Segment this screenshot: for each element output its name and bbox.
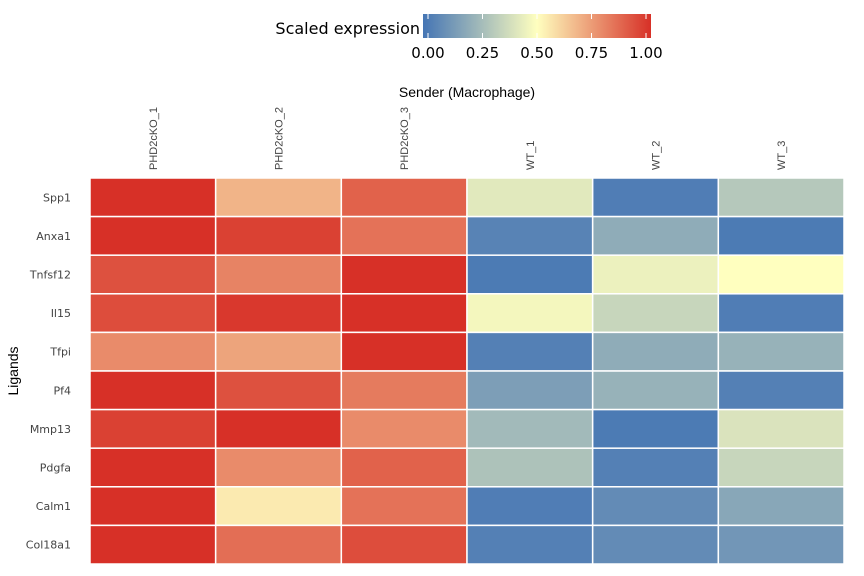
heatmap-cell-pdgfa-wt_1 xyxy=(466,447,594,488)
heatmap-cell-tnfsf12-wt_1 xyxy=(466,254,594,295)
legend-tick-label: 1.00 xyxy=(629,44,662,62)
heatmap-cell-anxa1-wt_2 xyxy=(591,215,720,256)
heatmap-cells xyxy=(89,177,845,565)
heatmap-cell-spp1-phd2cko_1 xyxy=(89,177,217,218)
row-label: Tfpi xyxy=(49,346,71,359)
heatmap-cell-spp1-wt_2 xyxy=(591,177,720,218)
heatmap-cell-mmp13-wt_2 xyxy=(591,408,720,449)
heatmap-cell-mmp13-wt_3 xyxy=(717,408,845,449)
heatmap-cell-pf4-wt_1 xyxy=(466,370,594,411)
y-axis-title: Ligands xyxy=(5,346,21,395)
heatmap-cell-pf4-phd2cko_1 xyxy=(89,370,217,411)
heatmap-cell-pf4-wt_2 xyxy=(591,370,720,411)
heatmap-cell-pdgfa-wt_2 xyxy=(591,447,720,488)
heatmap-cell-tnfsf12-phd2cko_3 xyxy=(340,254,468,295)
heatmap-cell-pdgfa-wt_3 xyxy=(717,447,845,488)
heatmap-cell-il15-wt_1 xyxy=(466,293,594,334)
heatmap-cell-calm1-phd2cko_1 xyxy=(89,486,217,527)
heatmap-cell-pf4-phd2cko_2 xyxy=(214,370,343,411)
heatmap-cell-col18a1-phd2cko_1 xyxy=(89,524,217,565)
heatmap-cell-tfpi-phd2cko_3 xyxy=(340,331,468,372)
heatmap-cell-calm1-wt_2 xyxy=(591,486,720,527)
heatmap-cell-mmp13-wt_1 xyxy=(466,408,594,449)
heatmap-cell-anxa1-wt_1 xyxy=(466,215,594,256)
heatmap-cell-pdgfa-phd2cko_3 xyxy=(340,447,468,488)
heatmap-cell-col18a1-wt_3 xyxy=(717,524,845,565)
heatmap-cell-pf4-phd2cko_3 xyxy=(340,370,468,411)
heatmap-cell-col18a1-phd2cko_2 xyxy=(214,524,343,565)
row-label: Il15 xyxy=(51,307,71,320)
heatmap-cell-pf4-wt_3 xyxy=(717,370,845,411)
column-label: PHD2cKO_2 xyxy=(274,107,286,170)
color-legend: Scaled expression 0.00 0.25 0.50 0.75 1.00 xyxy=(275,14,663,62)
legend-title: Scaled expression xyxy=(275,19,420,38)
x-axis-title: Sender (Macrophage) xyxy=(399,84,535,100)
column-label: WT_2 xyxy=(651,141,663,170)
heatmap-cell-calm1-phd2cko_2 xyxy=(214,486,343,527)
heatmap-cell-anxa1-phd2cko_3 xyxy=(340,215,468,256)
row-labels: Spp1 Anxa1 Tnfsf12 Il15 Tfpi Pf4 Mmp13 Pdgfa Cal… xyxy=(26,191,71,551)
column-label: PHD2cKO_1 xyxy=(148,107,160,170)
row-label: Tnfsf12 xyxy=(29,269,71,282)
heatmap-cell-tnfsf12-phd2cko_2 xyxy=(214,254,343,295)
row-label: Spp1 xyxy=(43,191,71,204)
heatmap-cell-spp1-wt_3 xyxy=(717,177,845,218)
heatmap-cell-spp1-phd2cko_3 xyxy=(340,177,468,218)
heatmap-cell-col18a1-wt_2 xyxy=(591,524,720,565)
heatmap-cell-anxa1-phd2cko_1 xyxy=(89,215,217,256)
heatmap-cell-tfpi-wt_3 xyxy=(717,331,845,372)
heatmap-cell-tfpi-phd2cko_2 xyxy=(214,331,343,372)
heatmap-cell-tnfsf12-wt_3 xyxy=(717,254,845,295)
heatmap-cell-col18a1-wt_1 xyxy=(466,524,594,565)
heatmap-cell-tfpi-wt_1 xyxy=(466,331,594,372)
heatmap-cell-calm1-wt_3 xyxy=(717,486,845,527)
heatmap-cell-col18a1-phd2cko_3 xyxy=(340,524,468,565)
heatmap-cell-mmp13-phd2cko_3 xyxy=(340,408,468,449)
heatmap-cell-pdgfa-phd2cko_1 xyxy=(89,447,217,488)
heatmap-cell-tfpi-phd2cko_1 xyxy=(89,331,217,372)
legend-tick-label: 0.25 xyxy=(466,44,499,62)
heatmap-cell-spp1-wt_1 xyxy=(466,177,594,218)
column-labels: PHD2cKO_1 PHD2cKO_2 PHD2cKO_3 WT_1 WT_2 WT_3 xyxy=(148,107,788,170)
column-label: PHD2cKO_3 xyxy=(399,107,411,170)
row-label: Pdgfa xyxy=(40,462,71,475)
heatmap-cell-anxa1-wt_3 xyxy=(717,215,845,256)
column-label: WT_1 xyxy=(525,141,537,170)
heatmap-cell-il15-wt_2 xyxy=(591,293,720,334)
heatmap-cell-spp1-phd2cko_2 xyxy=(214,177,343,218)
heatmap-cell-tfpi-wt_2 xyxy=(591,331,720,372)
heatmap-cell-tnfsf12-phd2cko_1 xyxy=(89,254,217,295)
heatmap-cell-mmp13-phd2cko_1 xyxy=(89,408,217,449)
row-label: Anxa1 xyxy=(36,230,71,243)
heatmap-cell-il15-phd2cko_2 xyxy=(214,293,343,334)
row-label: Mmp13 xyxy=(30,423,71,436)
row-label: Col18a1 xyxy=(26,539,71,552)
heatmap-cell-calm1-phd2cko_3 xyxy=(340,486,468,527)
heatmap-cell-calm1-wt_1 xyxy=(466,486,594,527)
column-label: WT_3 xyxy=(776,141,788,170)
row-label: Pf4 xyxy=(53,384,71,397)
row-label: Calm1 xyxy=(36,500,71,513)
heatmap-cell-mmp13-phd2cko_2 xyxy=(214,408,343,449)
legend-tick-label: 0.75 xyxy=(575,44,608,62)
heatmap-cell-il15-wt_3 xyxy=(717,293,845,334)
legend-tick-label: 0.50 xyxy=(520,44,553,62)
heatmap-cell-il15-phd2cko_3 xyxy=(340,293,468,334)
heatmap-cell-pdgfa-phd2cko_2 xyxy=(214,447,343,488)
heatmap-cell-tnfsf12-wt_2 xyxy=(591,254,720,295)
legend-tick-label: 0.00 xyxy=(411,44,444,62)
heatmap-cell-anxa1-phd2cko_2 xyxy=(214,215,343,256)
heatmap-cell-il15-phd2cko_1 xyxy=(89,293,217,334)
